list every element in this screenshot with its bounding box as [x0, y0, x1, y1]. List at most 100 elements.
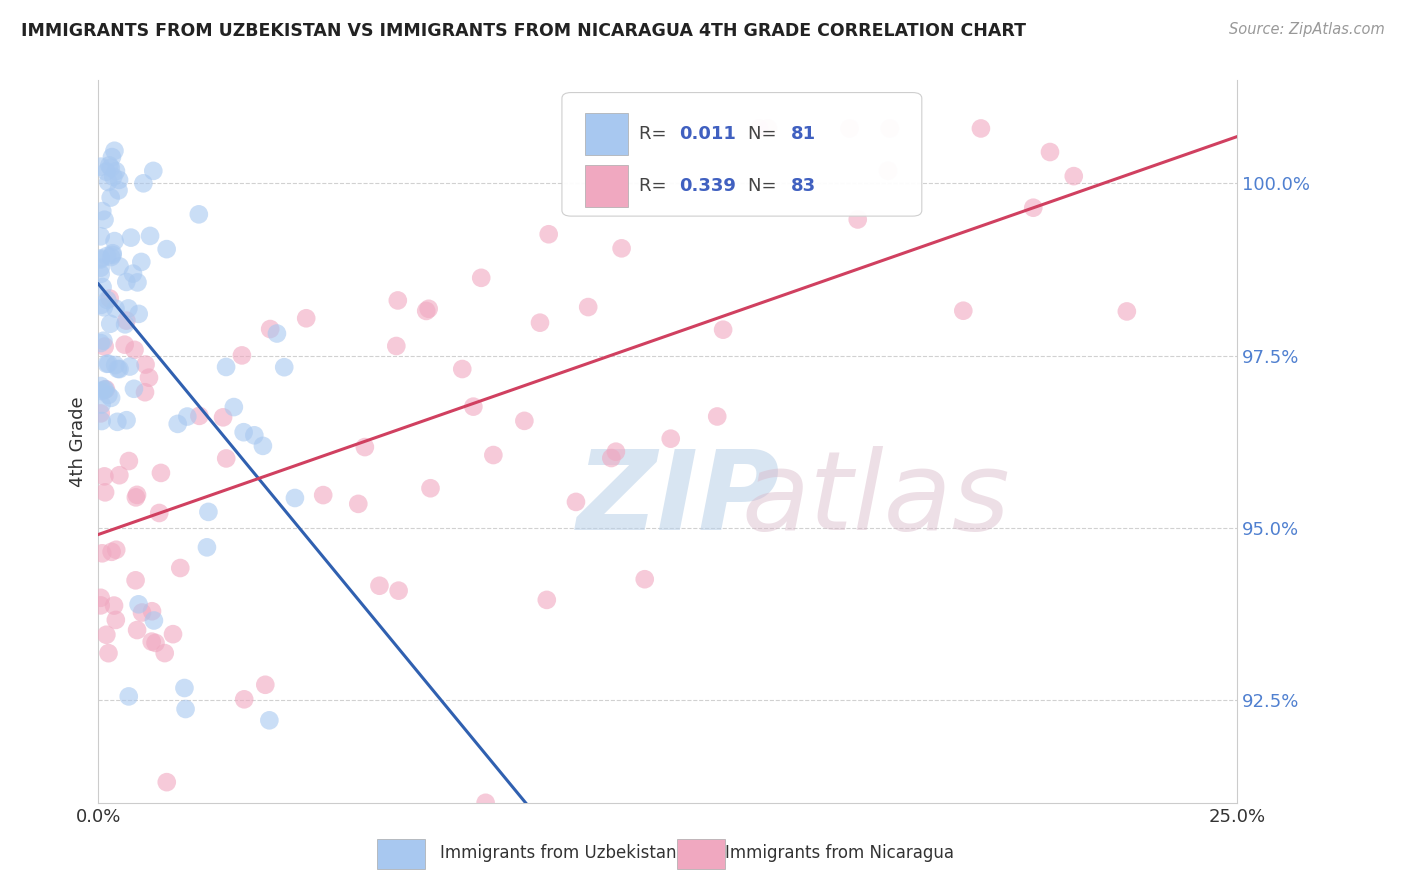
- Point: [347, 497, 370, 511]
- Point: [117, 301, 139, 316]
- Point: [153, 646, 176, 660]
- Point: [125, 488, 148, 502]
- Point: [118, 690, 141, 704]
- Point: [98, 158, 121, 172]
- Point: [90, 336, 112, 351]
- Point: [105, 542, 128, 557]
- Point: [100, 391, 122, 405]
- Point: [108, 362, 131, 376]
- Point: [231, 348, 253, 362]
- Point: [91, 280, 114, 294]
- Point: [312, 488, 335, 502]
- Point: [576, 300, 599, 314]
- Point: [166, 417, 188, 431]
- Point: [463, 400, 485, 414]
- Point: [97, 646, 120, 660]
- Point: [127, 623, 149, 637]
- Point: [96, 164, 118, 178]
- Point: [1039, 145, 1062, 159]
- Point: [114, 318, 136, 332]
- Point: [1022, 201, 1045, 215]
- Point: [135, 358, 157, 372]
- Point: [385, 339, 408, 353]
- Point: [134, 385, 156, 400]
- Point: [90, 298, 112, 312]
- Point: [145, 636, 167, 650]
- Point: [970, 121, 993, 136]
- Point: [93, 469, 115, 483]
- Point: [103, 169, 125, 184]
- Point: [610, 241, 633, 255]
- Point: [115, 313, 138, 327]
- Point: [101, 246, 124, 260]
- Point: [97, 357, 120, 371]
- Point: [254, 678, 277, 692]
- Point: [222, 400, 245, 414]
- Point: [451, 362, 474, 376]
- Point: [141, 604, 163, 618]
- Point: [100, 250, 122, 264]
- Point: [132, 177, 155, 191]
- Text: R=: R=: [640, 125, 672, 144]
- Point: [877, 163, 900, 178]
- Point: [90, 398, 112, 412]
- Point: [94, 382, 117, 396]
- Point: [104, 358, 127, 372]
- Point: [388, 583, 411, 598]
- Point: [259, 714, 281, 728]
- Point: [104, 301, 127, 316]
- FancyBboxPatch shape: [562, 93, 922, 216]
- Point: [188, 409, 211, 423]
- Point: [93, 340, 115, 354]
- Point: [1063, 169, 1085, 183]
- Point: [108, 173, 131, 187]
- Point: [90, 591, 112, 605]
- Point: [91, 204, 114, 219]
- Point: [94, 485, 117, 500]
- Point: [295, 311, 318, 326]
- Text: N=: N=: [748, 177, 782, 194]
- Point: [97, 175, 120, 189]
- Point: [215, 359, 238, 374]
- Point: [266, 326, 288, 341]
- Point: [142, 614, 165, 628]
- Point: [600, 450, 623, 465]
- Point: [90, 414, 112, 428]
- Point: [120, 230, 142, 244]
- Point: [128, 307, 150, 321]
- Point: [605, 444, 627, 458]
- Point: [91, 546, 114, 560]
- Point: [128, 597, 150, 611]
- Point: [103, 234, 125, 248]
- Point: [96, 357, 118, 371]
- Point: [212, 410, 235, 425]
- Point: [100, 190, 122, 204]
- Point: [659, 432, 682, 446]
- Point: [711, 323, 734, 337]
- Point: [90, 229, 112, 244]
- Point: [1115, 304, 1137, 318]
- Text: atlas: atlas: [742, 446, 1011, 553]
- Point: [125, 491, 148, 505]
- Point: [97, 388, 120, 402]
- Point: [118, 454, 141, 468]
- Point: [879, 121, 901, 136]
- Point: [482, 448, 505, 462]
- Point: [104, 164, 127, 178]
- Text: 0.011: 0.011: [679, 125, 737, 144]
- Point: [105, 415, 128, 429]
- Point: [149, 466, 172, 480]
- Point: [197, 505, 219, 519]
- Point: [115, 275, 138, 289]
- Point: [107, 362, 129, 376]
- Point: [368, 579, 391, 593]
- Point: [233, 692, 256, 706]
- Point: [90, 251, 112, 265]
- Point: [90, 267, 112, 281]
- Point: [138, 370, 160, 384]
- Point: [141, 634, 163, 648]
- Point: [232, 425, 254, 440]
- Point: [162, 627, 184, 641]
- Point: [243, 428, 266, 442]
- Point: [90, 406, 112, 420]
